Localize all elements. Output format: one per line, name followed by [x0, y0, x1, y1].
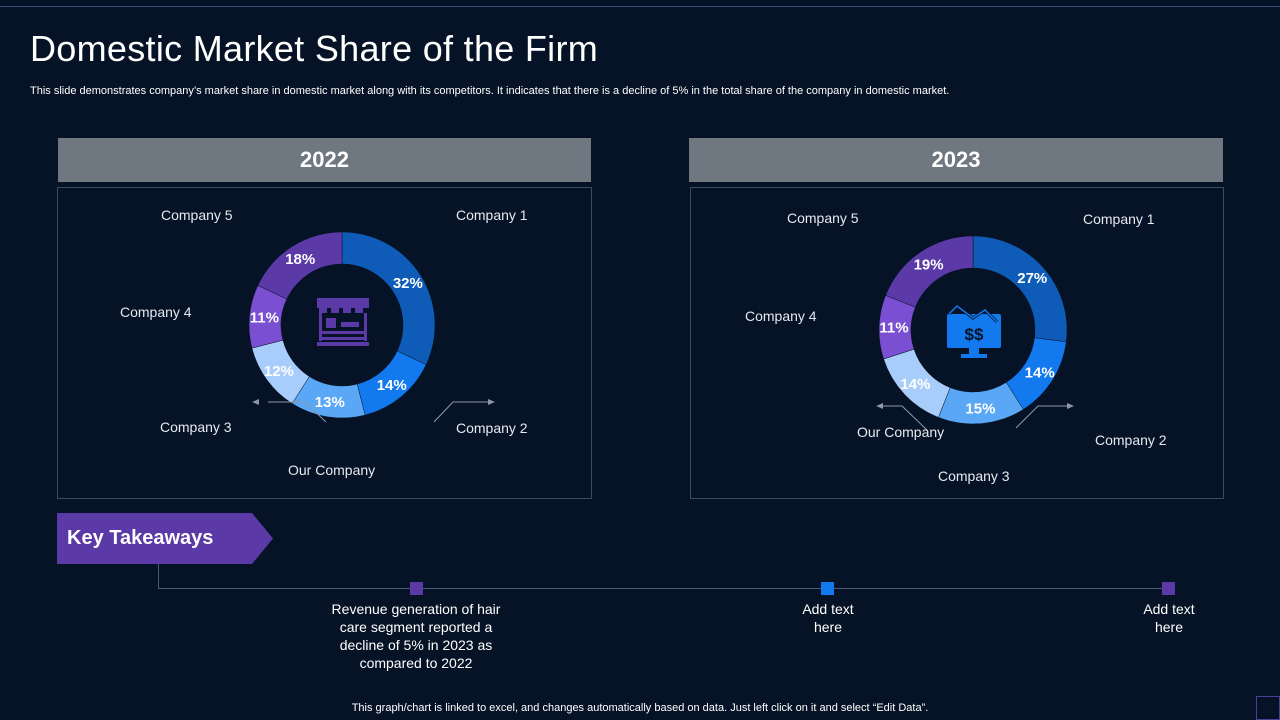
key-takeaways-banner: Key Takeaways [57, 513, 273, 564]
chart-2022-header: 2022 [58, 138, 591, 182]
slice-percent-label: 14% [900, 376, 930, 393]
takeaway-item: Add text here [802, 601, 854, 635]
donut-chart-2023[interactable]: $$ 27% Company 1 14% Company 2 15% Company 3 1… [691, 188, 1223, 498]
key-takeaways-heading: Key Takeaways [67, 527, 214, 549]
slice-category-label: Company 4 [745, 308, 817, 324]
slice-category-label: Company 1 [1083, 211, 1155, 227]
timeline-marker [1162, 582, 1175, 595]
slice-category-label: Our Company [857, 424, 944, 440]
donut-slice[interactable] [341, 231, 436, 365]
page-subtitle: This slide demonstrates company’s market… [30, 85, 950, 97]
corner-decoration [1256, 696, 1280, 720]
slice-category-label: Company 5 [161, 207, 233, 223]
slice-percent-label: 14% [377, 377, 407, 394]
callout-lines-2023 [881, 405, 1069, 431]
slice-percent-label: 27% [1017, 270, 1047, 287]
dollar-decline-monitor-icon: $$ [947, 304, 1001, 358]
slice-percent-label: 11% [879, 320, 908, 337]
callout-arrows-2022 [252, 399, 495, 405]
donut-slice[interactable] [885, 235, 974, 308]
slice-percent-label: 18% [285, 251, 315, 268]
slice-percent-label: 15% [965, 401, 995, 418]
donut-chart-2022[interactable]: 32% Company 1 14% Company 2 13% Our Company 12… [58, 188, 591, 498]
slice-category-label: Company 1 [456, 207, 528, 223]
slice-category-label: Company 5 [787, 210, 859, 226]
takeaway-item: Add text here [1143, 601, 1195, 635]
timeline-marker [821, 582, 834, 595]
slice-percent-label: 11% [250, 310, 279, 327]
footer-note: This graph/chart is linked to excel, and… [351, 702, 929, 714]
top-rule [0, 6, 1280, 7]
slice-category-label: Company 3 [160, 419, 232, 435]
chart-2023-header: 2023 [689, 138, 1223, 182]
slice-category-label: Company 2 [1095, 432, 1167, 448]
slice-percent-label: 32% [393, 275, 423, 292]
slice-category-label: Company 4 [120, 304, 192, 320]
slice-category-label: Our Company [288, 462, 375, 478]
timeline-connector [158, 564, 159, 588]
slice-percent-label: 13% [315, 394, 345, 411]
timeline-line [158, 588, 1170, 589]
slice-percent-label: 14% [1025, 364, 1055, 381]
market-stall-icon [317, 298, 369, 346]
slice-percent-label: 19% [914, 257, 944, 274]
callout-arrows-2023 [876, 403, 1074, 409]
callout-lines-2022 [268, 401, 490, 423]
svg-text:$$: $$ [965, 325, 984, 344]
timeline-marker [410, 582, 423, 595]
page-title: Domestic Market Share of the Firm [30, 28, 599, 69]
chart-2023-panel[interactable]: $$ 27% Company 1 14% Company 2 15% Company 3 1… [690, 187, 1224, 499]
donut-slice[interactable] [257, 231, 343, 300]
slice-percent-label: 12% [264, 363, 294, 380]
slice-category-label: Company 2 [456, 420, 528, 436]
slice-category-label: Company 3 [938, 468, 1010, 484]
takeaway-item: Revenue generation of hair care segment … [331, 601, 501, 671]
chart-2022-panel[interactable]: 32% Company 1 14% Company 2 13% Our Company 12… [57, 187, 592, 499]
